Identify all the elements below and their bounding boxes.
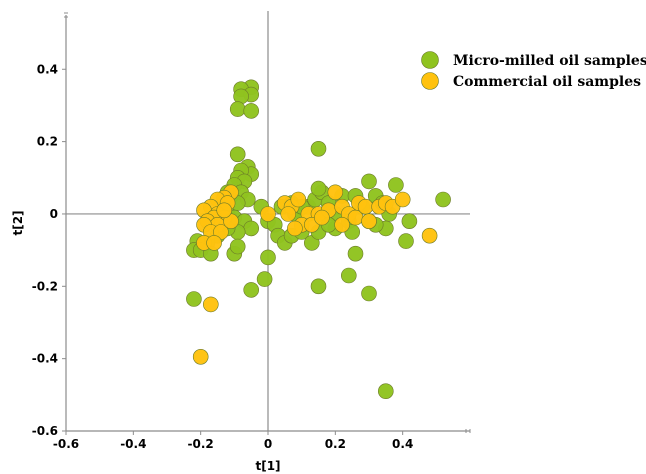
x-tick-label: -0.6 (53, 437, 79, 451)
data-point (260, 249, 276, 266)
data-point (377, 383, 394, 400)
data-point (192, 348, 209, 365)
data-point (435, 191, 451, 208)
data-point (421, 227, 438, 244)
series-micro-milled (186, 79, 451, 400)
data-point (256, 271, 273, 287)
data-point (361, 213, 377, 229)
data-point (290, 191, 307, 208)
data-point (229, 238, 246, 255)
data-point (314, 209, 330, 226)
data-point (401, 213, 418, 229)
legend-label: Commercial oil samples (453, 74, 641, 90)
data-point (206, 235, 222, 251)
data-point (186, 291, 202, 307)
y-tick-label: 0 (50, 207, 58, 221)
data-point (361, 285, 377, 302)
x-axis-label: t[1] (255, 459, 280, 473)
data-point (229, 146, 246, 163)
data-point (243, 103, 259, 119)
y-tick-label: -0.2 (32, 279, 58, 293)
legend-marker (421, 72, 439, 90)
legend-marker (421, 51, 439, 69)
x-tick-label: -0.2 (188, 437, 214, 451)
data-point (216, 202, 232, 219)
data-point (229, 101, 246, 117)
legend: Micro-milled oil samples Commercial oil s… (421, 51, 646, 90)
series-commercial (192, 184, 438, 365)
data-point (394, 191, 411, 208)
x-tick-label: 0.4 (392, 437, 413, 451)
data-point (280, 206, 297, 222)
data-point (310, 278, 327, 295)
data-point (357, 198, 374, 215)
axes: -0.6 -0.4 -0.2 0 0.2 0.4 -0.6 -0.4 -0.2 0 0.2 0.4 t[… (11, 11, 471, 473)
data-point (260, 206, 276, 222)
data-point (310, 180, 327, 197)
data-point (243, 282, 259, 298)
x-tick-label: 0.2 (325, 437, 346, 451)
data-point (310, 141, 327, 157)
data-point (340, 267, 357, 284)
x-tick-label: 0 (264, 437, 272, 451)
y-tick-label: 0.2 (37, 135, 58, 149)
data-point (203, 296, 219, 313)
data-point (398, 233, 414, 249)
y-tick-label: 0.4 (37, 62, 58, 76)
x-tick-label: -0.4 (120, 437, 146, 451)
data-point (334, 217, 350, 233)
y-tick-label: -0.4 (32, 352, 58, 366)
data-point (287, 220, 303, 237)
y-tick-label: -0.6 (32, 424, 58, 438)
data-point (243, 220, 259, 237)
y-axis-label: t[2] (11, 210, 25, 235)
data-point (361, 173, 377, 190)
legend-label: Micro-milled oil samples (453, 53, 646, 69)
data-points (186, 79, 451, 400)
data-point (347, 245, 364, 262)
data-point (388, 177, 404, 193)
data-point (327, 184, 344, 201)
